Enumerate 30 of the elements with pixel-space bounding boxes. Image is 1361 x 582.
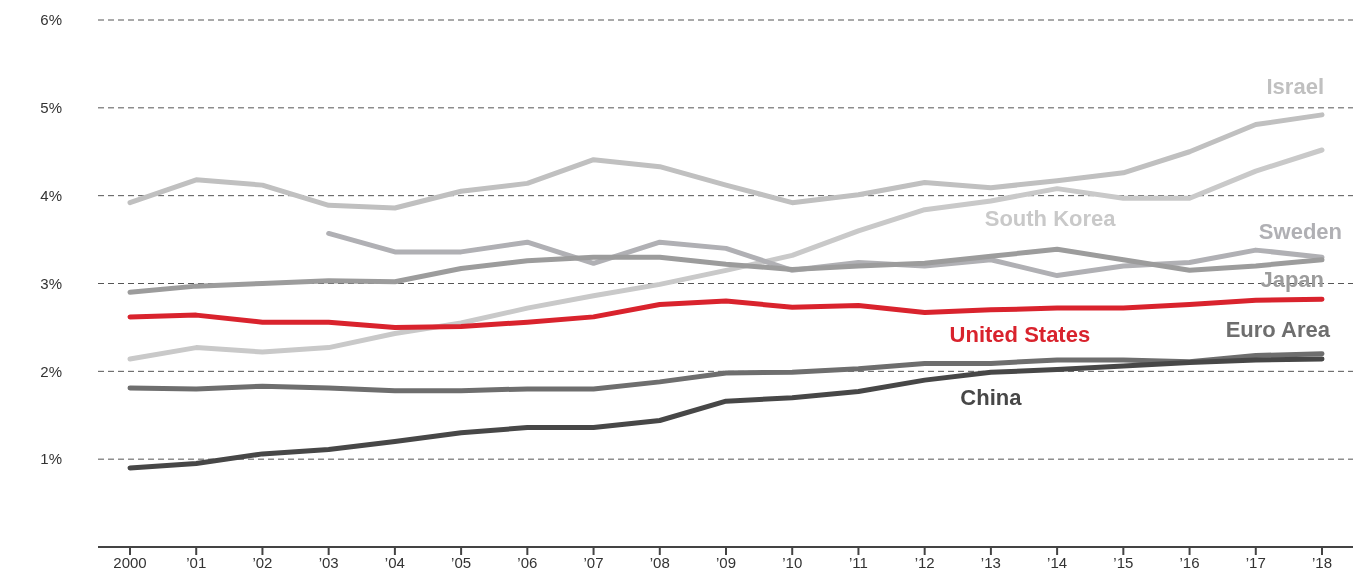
- x-tick-label: ’10: [782, 553, 803, 571]
- x-tick-label: ’06: [517, 553, 538, 571]
- x-tick-label: ’03: [318, 553, 339, 571]
- series-label: China: [960, 385, 1023, 411]
- x-tick-label: ’01: [186, 553, 207, 571]
- x-tick-label: ’16: [1179, 553, 1200, 571]
- y-tick-label: 4%: [40, 186, 62, 204]
- x-tick-label: ’18: [1311, 553, 1333, 571]
- x-tick-label: ’02: [252, 553, 273, 571]
- series-label: Euro Area: [1225, 316, 1331, 342]
- x-tick-label: 2000: [113, 553, 147, 571]
- x-tick-label: ’17: [1245, 553, 1266, 571]
- series-label: Israel: [1266, 73, 1324, 99]
- series-label: United States: [949, 321, 1091, 347]
- x-tick-label: ’12: [914, 553, 935, 571]
- y-tick-label: 1%: [40, 450, 62, 468]
- y-tick-label: 6%: [40, 11, 62, 29]
- x-tick-label: ’14: [1047, 553, 1068, 571]
- y-tick-label: 3%: [40, 274, 62, 292]
- x-tick-label: ’13: [980, 553, 1001, 571]
- x-tick-label: ’08: [649, 553, 670, 571]
- x-tick-label: ’04: [384, 553, 405, 571]
- x-tick-label: ’07: [583, 553, 604, 571]
- x-tick-label: ’11: [848, 553, 868, 571]
- series-label: Sweden: [1258, 218, 1342, 244]
- x-tick-label: ’05: [451, 553, 472, 571]
- y-tick-label: 5%: [40, 99, 62, 117]
- x-tick-label: ’15: [1113, 553, 1134, 571]
- y-tick-label: 2%: [40, 362, 62, 380]
- x-tick-label: ’09: [715, 553, 737, 571]
